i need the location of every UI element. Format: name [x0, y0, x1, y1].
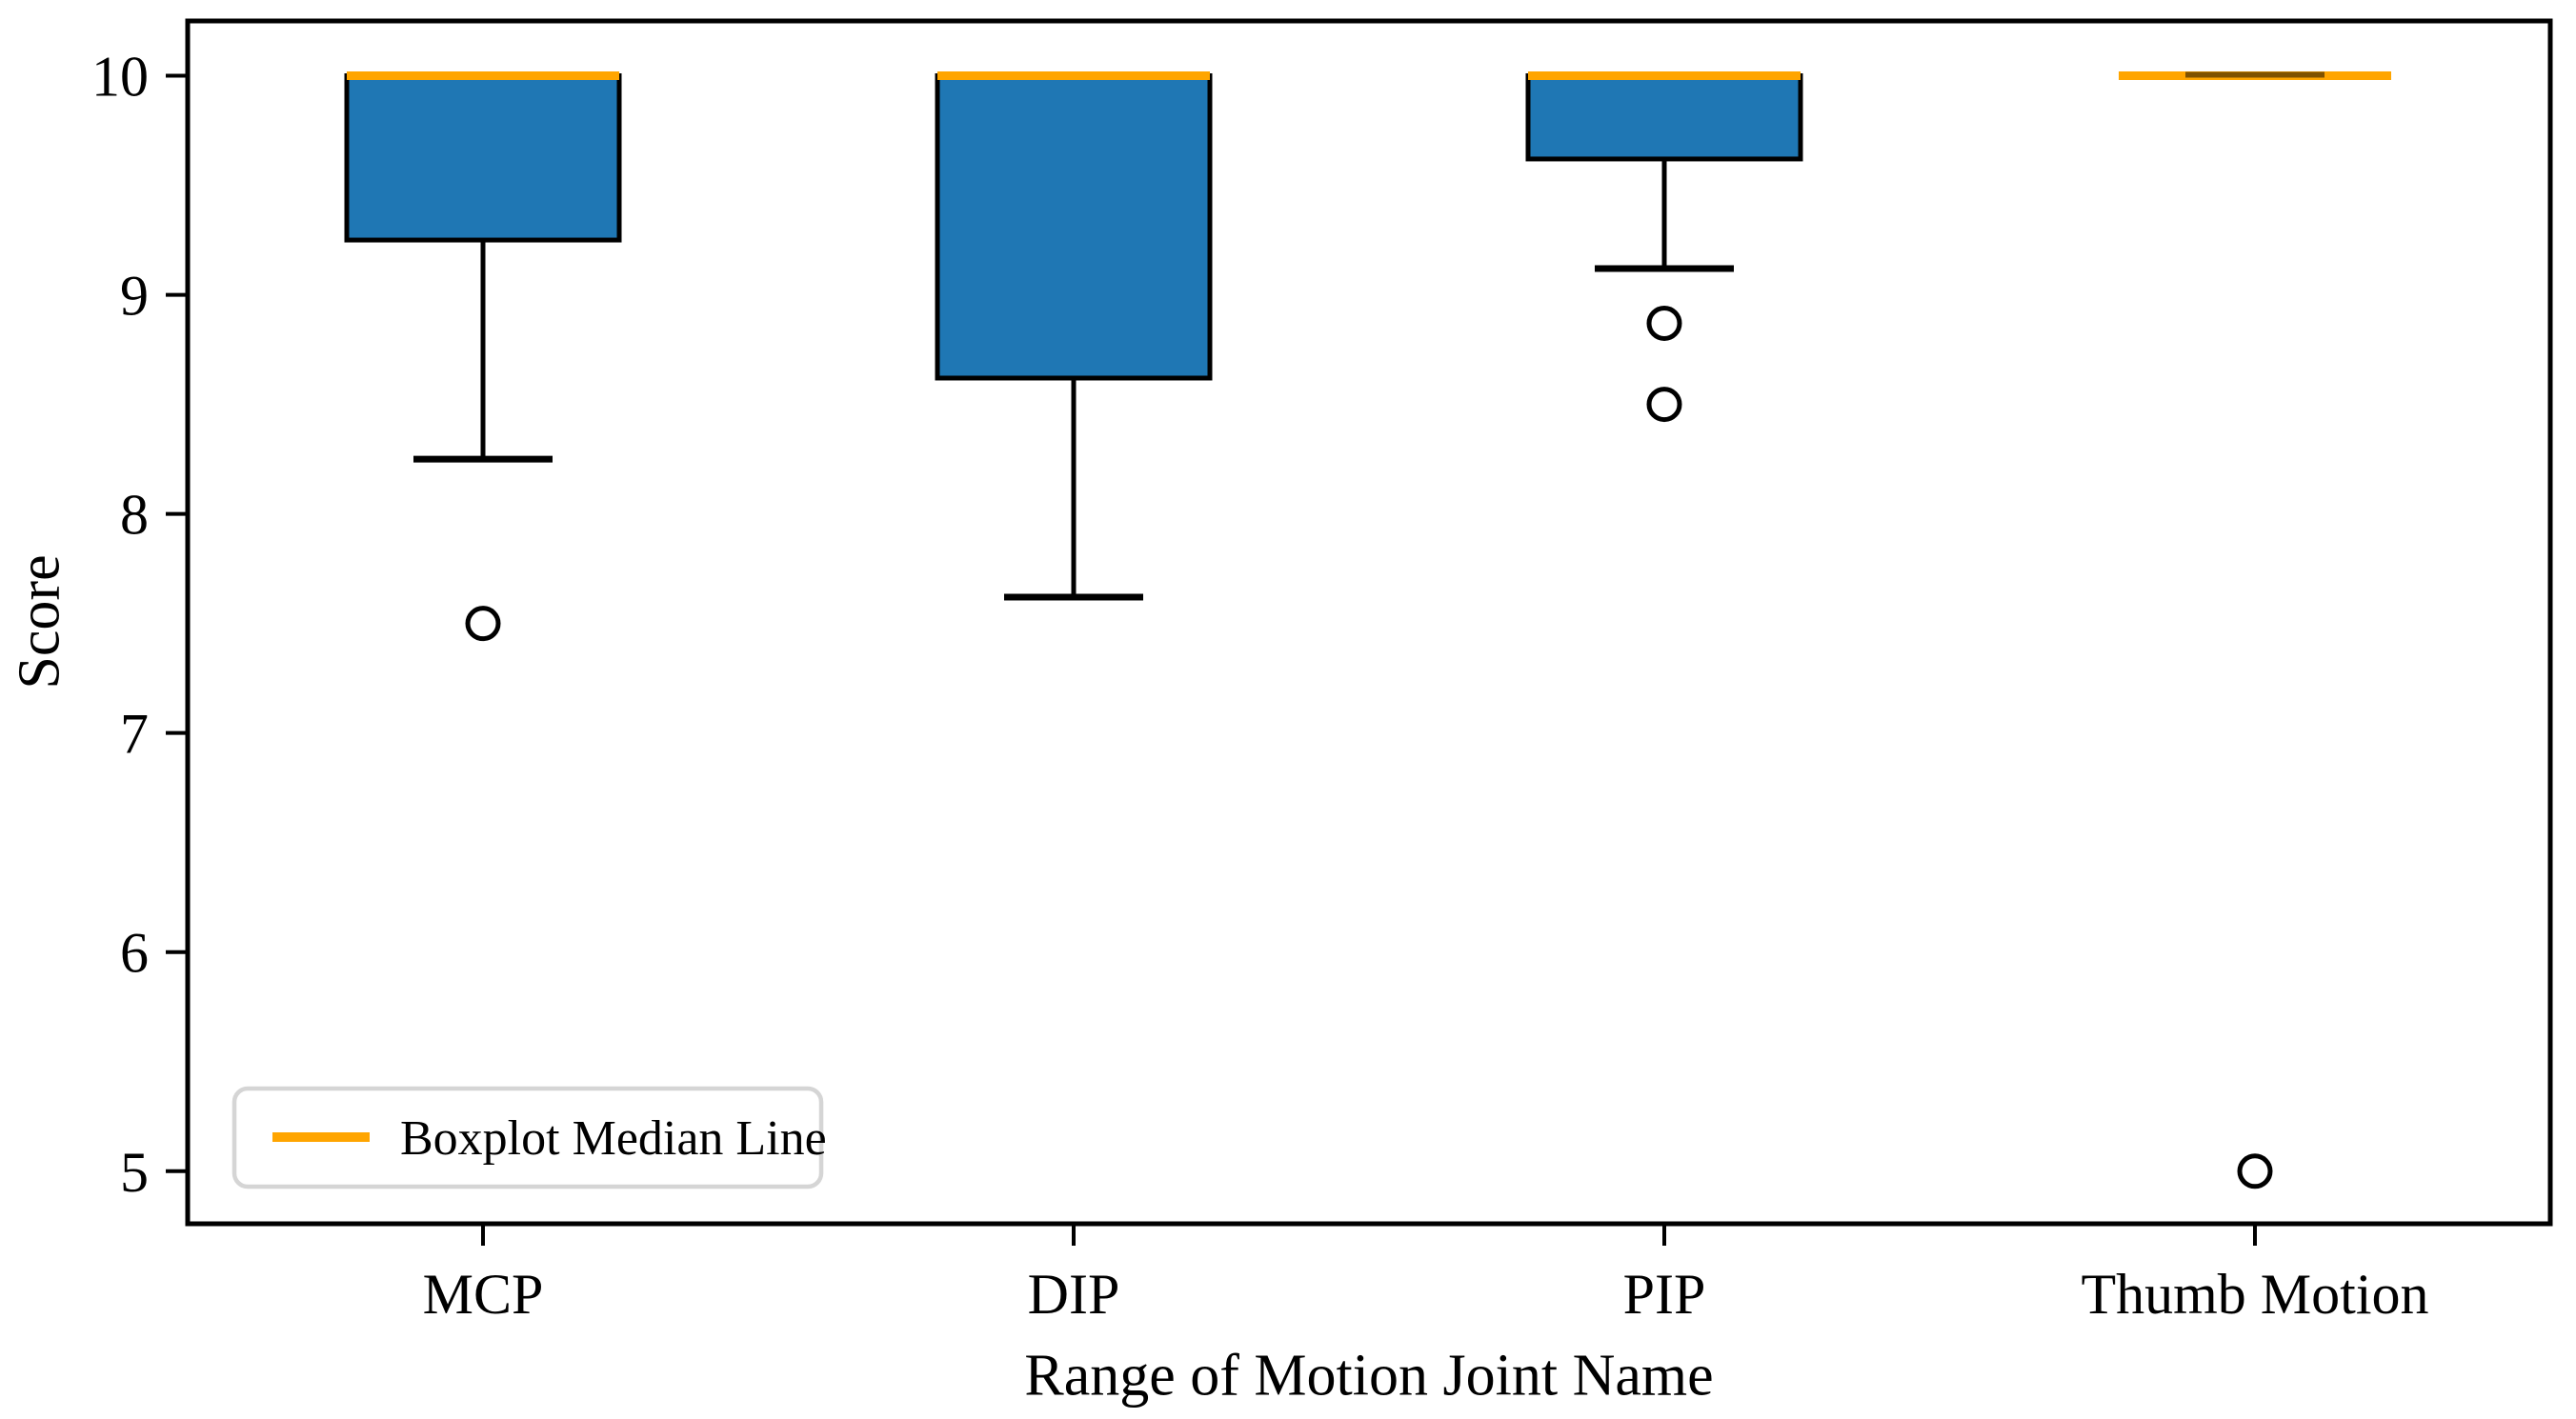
box-pip [1525, 71, 1803, 423]
y-tick-label: 8 [120, 484, 149, 547]
x-tick-label: Thumb Motion [2081, 1263, 2428, 1326]
boxplot-series [344, 71, 2391, 1189]
x-tick-label: PIP [1623, 1263, 1706, 1326]
plot-area-frame [185, 18, 2553, 1227]
iqr-box [1525, 73, 1803, 162]
x-tick-label: MCP [423, 1263, 544, 1326]
y-axis-ticks: 10 9 8 7 6 5 [91, 46, 188, 1204]
outlier-point [1646, 387, 1682, 423]
legend-frame [231, 1086, 824, 1189]
outlier-point [1646, 305, 1682, 341]
x-tick-label: DIP [1028, 1263, 1120, 1326]
iqr-box [935, 73, 1213, 381]
y-tick-label: 6 [120, 922, 149, 985]
outlier-point [2237, 1153, 2273, 1189]
legend-label: Boxplot Median Line [400, 1111, 827, 1166]
outlier-point [465, 606, 501, 642]
box-mcp [344, 71, 622, 642]
box-dip [935, 71, 1213, 601]
legend: Boxplot Median Line [231, 1086, 827, 1189]
x-axis-ticks: MCP DIP PIP Thumb Motion [423, 1224, 2429, 1326]
iqr-box [344, 73, 622, 243]
y-tick-label: 5 [120, 1141, 149, 1204]
y-tick-label: 10 [91, 46, 149, 109]
box-thumb-motion [2119, 71, 2391, 1189]
y-tick-label: 9 [120, 265, 149, 328]
y-tick-label: 7 [120, 703, 149, 766]
x-axis-title: Range of Motion Joint Name [1024, 1344, 1713, 1409]
y-axis-title: Score [8, 554, 72, 689]
